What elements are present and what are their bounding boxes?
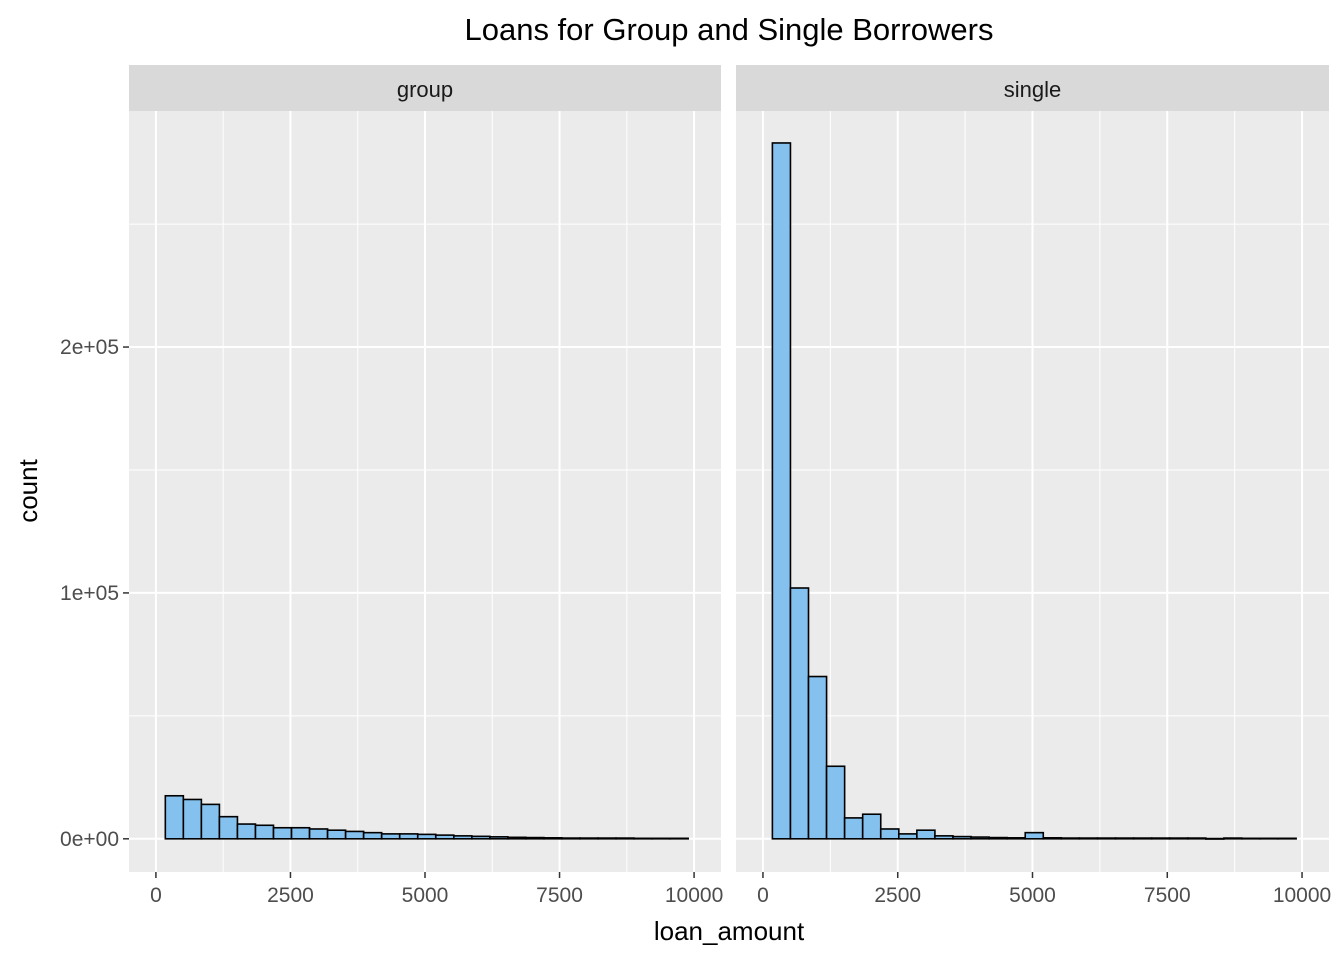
histogram-bar [416,833,437,840]
x-tick-label: 2500 [267,884,314,907]
histogram-bar [579,837,599,840]
histogram-bar [952,835,972,840]
facet-strip-label: group [397,77,453,102]
histogram-bar [1241,837,1261,840]
histogram-bar [543,837,563,840]
histogram-bar [771,142,792,840]
histogram-bar [597,837,617,840]
histogram-bar [669,837,689,840]
y-tick-label: 0e+00 [60,828,119,851]
y-axis-label: count [13,458,43,522]
histogram-bar [1186,837,1207,840]
histogram-bar [164,794,185,840]
histogram-bar [200,803,221,840]
histogram-bar [218,815,239,840]
histogram-bar [843,817,864,840]
histogram-bar [934,835,954,840]
histogram-bar [326,829,347,840]
facet-strip [129,65,721,111]
facet-strip-label: single [1004,77,1061,102]
histogram-bar [362,831,383,840]
histogram-bar [898,833,918,840]
histogram-bar [1096,837,1117,840]
x-tick-label: 7500 [1144,884,1191,907]
facet-strip [736,65,1329,111]
facet-panels: group 0 2500 5000 7500 10000 single 0 2500 5000 75… [129,65,1331,907]
chart-title: Loans for Group and Single Borrowers [464,12,993,47]
histogram-bar [290,826,311,840]
histogram-bar [1042,837,1063,840]
histogram-bar [1114,837,1135,840]
histogram-bar [344,830,365,840]
histogram-bar [861,813,882,840]
histogram-bar [380,833,401,840]
x-tick-label: 10000 [665,884,723,907]
histogram-bar [1078,837,1099,840]
histogram-bar [1259,837,1279,840]
x-axis-label: loan_amount [654,916,805,946]
histogram-bar [916,829,936,840]
histogram-bar [789,587,810,840]
histogram-bar [1132,837,1153,840]
y-tick-label: 1e+05 [60,582,119,605]
histogram-bar [1205,837,1225,840]
histogram-bar [1060,837,1081,840]
histogram-bar [182,798,203,840]
histogram-bar [561,837,581,840]
histogram-bars [771,142,1297,840]
x-tick-label: 5000 [1009,884,1056,907]
x-tick-label: 7500 [536,884,583,907]
histogram-bars [164,794,689,840]
histogram-bar [1168,837,1189,840]
y-tick-label: 2e+05 [60,336,119,359]
histogram-bar [398,833,419,840]
histogram-bar [308,828,329,840]
histogram-bar [879,828,900,840]
y-axis: 0e+00 1e+05 2e+05 [60,336,129,851]
histogram-bar [807,675,828,840]
histogram-bar [615,837,635,840]
histogram-bar [452,835,473,840]
histogram-bar [651,837,671,840]
histogram-bar [489,836,509,840]
histogram-bar [236,823,257,840]
x-tick-label: 0 [150,884,162,907]
x-tick-label: 2500 [874,884,921,907]
histogram-bar [525,836,545,840]
x-tick-label: 10000 [1273,884,1331,907]
histogram-bar [434,834,455,840]
facet-panel-group: group 0 2500 5000 7500 10000 [129,65,723,907]
histogram-bar [970,836,990,840]
x-tick-label: 0 [757,884,769,907]
histogram-bar [825,765,846,840]
histogram-bar [633,837,653,840]
histogram-bar [507,836,527,840]
facet-panel-single: single 0 2500 5000 7500 10000 [736,65,1331,907]
x-tick-label: 5000 [402,884,449,907]
histogram-bar [471,835,491,840]
histogram-bar [1024,831,1045,840]
histogram-bar [1277,837,1297,840]
histogram-bar [272,826,293,840]
histogram-bar [1150,837,1171,840]
histogram-bar [988,836,1008,840]
histogram-bar [1223,837,1243,840]
histogram-bar [1006,837,1027,840]
histogram-bar [254,824,275,840]
